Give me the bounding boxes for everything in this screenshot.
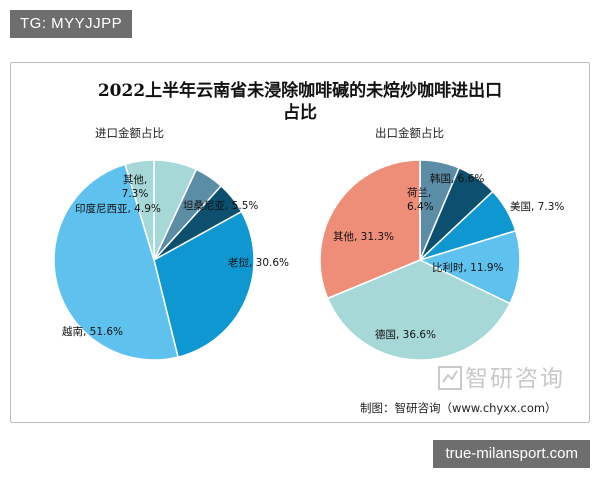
pie1-label-4: 德国, 36.6% [375, 328, 436, 341]
pie1-slice-4 [326, 259, 512, 361]
pie0-slice-4 [53, 163, 179, 361]
chart-title-line2: 占比 [283, 103, 317, 123]
pie0-slice-3 [153, 210, 255, 358]
pie0-label-5: 印度尼西亚, 4.9% [75, 202, 161, 215]
pie1-slice-5 [319, 159, 421, 300]
source-tag: TG: MYYJJPP [10, 10, 133, 38]
pie0-label-2: 坦桑尼亚, 5.5% [183, 199, 258, 212]
pie0-slice-5 [124, 159, 155, 261]
source-caption: 制图：智研咨询（www.chyxx.com） [360, 401, 557, 415]
watermark-text: 智研咨询 [465, 366, 565, 392]
chart-title: 2022上半年云南省未浸除咖啡碱的未焙炒咖啡进出口 占比 [0, 80, 600, 124]
pie1-label-2: 美国, 7.3% [510, 200, 564, 213]
domain-tag: true-milansport.com [433, 440, 590, 468]
pie0-label-0: 其他, 7.3% [122, 173, 149, 200]
import-pie-title: 进口金额占比 [95, 126, 164, 140]
chart-title-line1: 2022上半年云南省未浸除咖啡碱的未焙炒咖啡进出口 [97, 81, 503, 101]
pie1-label-3: 比利时, 11.9% [432, 261, 504, 274]
pie0-label-3: 老挝, 30.6% [228, 256, 289, 269]
pie0-label-4: 越南, 51.6% [62, 325, 123, 338]
pie1-slice-3 [417, 229, 521, 305]
export-pie-title: 出口金额占比 [375, 126, 444, 140]
pie1-label-0: 荷兰, 6.4% [407, 186, 434, 213]
pie1-label-5: 其他, 31.3% [333, 230, 394, 243]
pie1-label-1: 韩国, 6.6% [430, 172, 484, 185]
watermark-logo-icon [438, 366, 462, 390]
